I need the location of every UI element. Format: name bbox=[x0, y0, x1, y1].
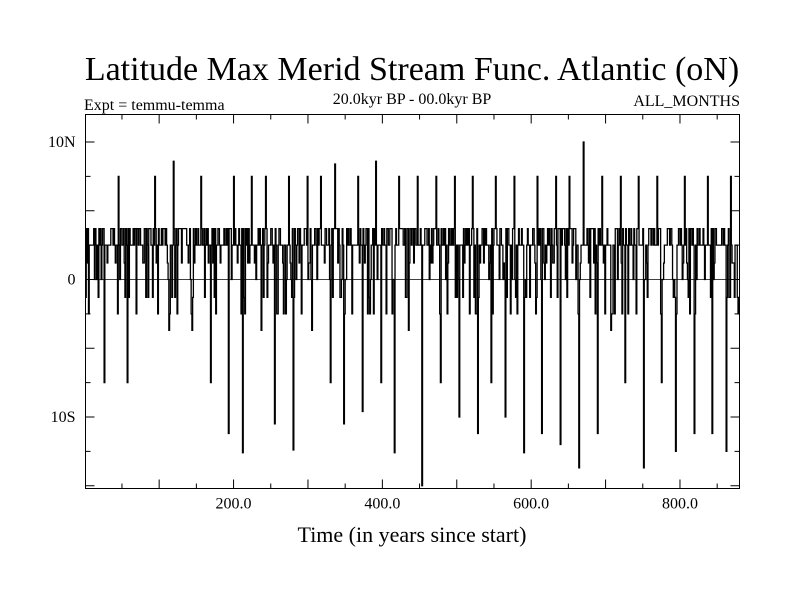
x-axis-label: Time (in years since start) bbox=[298, 522, 527, 547]
y-tick-label: 10S bbox=[51, 409, 76, 426]
x-tick-label: 200.0 bbox=[216, 496, 252, 513]
x-axis: 200.0 400.0 600.0 800.0 bbox=[121, 114, 718, 513]
x-tick-label: 800.0 bbox=[662, 496, 698, 513]
series-group bbox=[85, 141, 740, 487]
y-axis: 10N 0 10S bbox=[48, 134, 740, 487]
x-tick-label: 600.0 bbox=[513, 496, 549, 513]
series-line bbox=[85, 141, 740, 487]
time-range-label: 20.0kyr BP - 00.0kyr BP bbox=[333, 91, 492, 108]
x-tick-label: 400.0 bbox=[364, 496, 400, 513]
months-label: ALL_MONTHS bbox=[633, 93, 740, 110]
plot-frame bbox=[85, 114, 740, 489]
y-tick-label: 10N bbox=[48, 134, 76, 151]
chart-title: Latitude Max Merid Stream Func. Atlantic… bbox=[85, 51, 739, 88]
experiment-label: Expt = temmu-temma bbox=[84, 97, 225, 114]
y-tick-label: 0 bbox=[68, 272, 76, 289]
